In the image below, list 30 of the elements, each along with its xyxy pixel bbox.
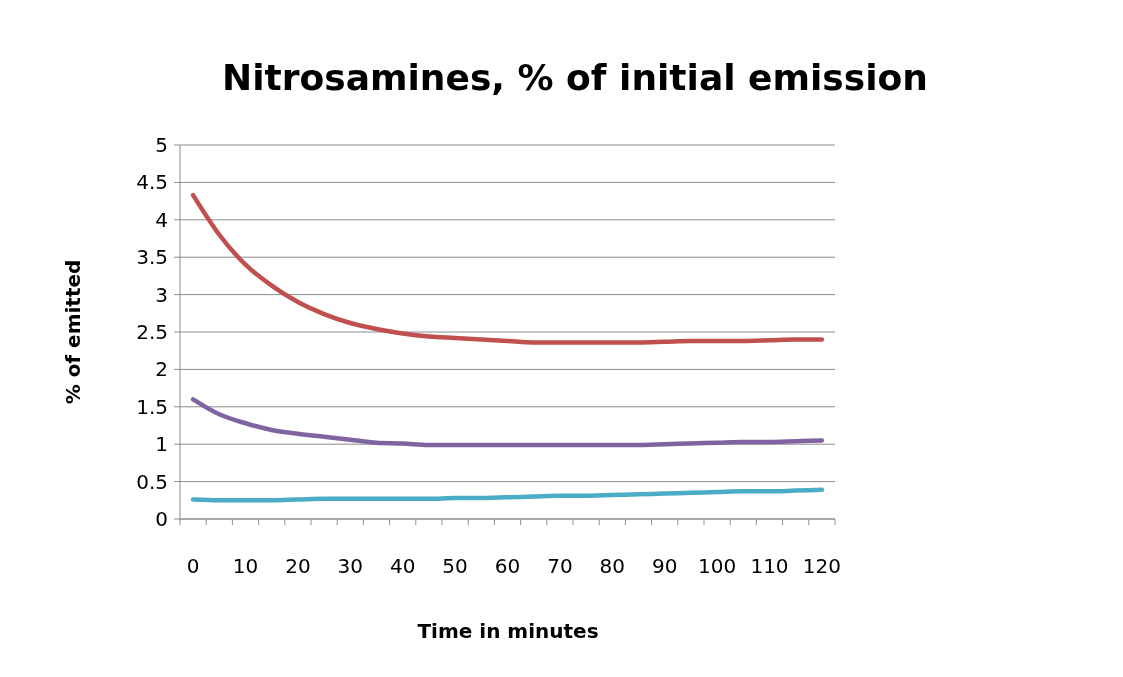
chart-title: Nitrosamines, % of initial emission: [222, 57, 928, 98]
y-tick-label: 2: [155, 357, 168, 382]
x-tick-label: 0: [186, 554, 200, 578]
y-axis-title: % of emitted: [61, 259, 85, 405]
x-tick-label: 80: [599, 554, 626, 578]
x-tick-label: 30: [337, 554, 364, 578]
line-series: [190, 192, 825, 345]
y-tick-label: 2.5: [136, 320, 168, 344]
x-tick-label: 50: [442, 554, 468, 578]
line-series: [190, 397, 825, 448]
y-tick-label: 1: [155, 432, 168, 457]
x-tick-label: 40: [389, 554, 416, 578]
x-tick-label: 120: [802, 554, 841, 578]
y-tick-label: 5: [155, 133, 168, 157]
line-series: [190, 487, 825, 503]
x-tick-label: 100: [698, 554, 737, 578]
x-tick-label: 10: [232, 554, 259, 578]
y-tick-label: 0.5: [136, 469, 168, 494]
x-tick-label: 110: [750, 554, 789, 578]
y-tick-label: 3.5: [136, 245, 168, 270]
y-tick-label: 1.5: [136, 394, 168, 419]
y-tick-label: 4.5: [136, 170, 168, 195]
x-tick-label: 90: [651, 554, 678, 578]
y-tick-label: 4: [155, 207, 168, 232]
x-tick-label: 70: [547, 554, 573, 578]
x-axis-title: Time in minutes: [417, 619, 599, 643]
x-tick-label: 60: [494, 554, 521, 578]
y-tick-label: 0: [155, 507, 168, 531]
x-tick-label: 20: [285, 554, 311, 578]
y-tick-label: 3: [155, 282, 168, 307]
